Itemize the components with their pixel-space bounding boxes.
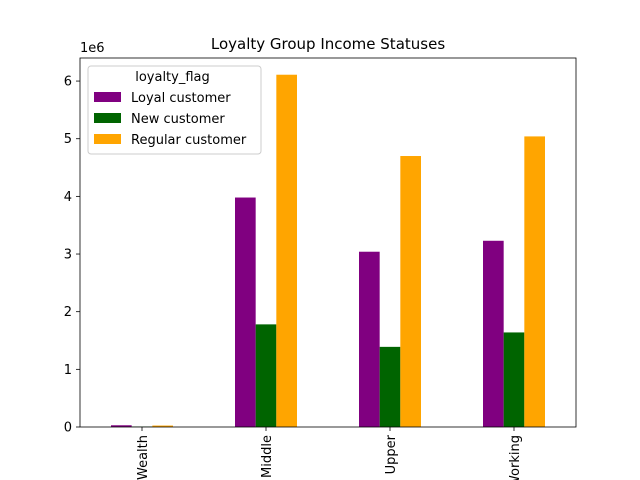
legend-swatch [94,134,121,144]
legend-box [87,65,262,155]
bar-upper-new-customer [379,346,401,427]
x-tick-label: Upper [384,434,399,474]
bar-working-regular-customer [524,136,545,427]
legend: loyalty_flag Loyal customer New customer Re… [87,65,262,155]
y-tick-label: 3 [64,248,72,263]
bar-upper-loyal-customer [359,251,380,427]
y-tick-label: 2 [64,305,72,320]
bar-middle-loyal-customer [235,197,256,427]
x-tick-label: Wealth [136,435,151,480]
y-tick-label: 4 [64,190,72,205]
bar-upper-regular-customer [400,156,421,427]
bar-middle-new-customer [255,324,277,427]
legend-label: Loyal customer [131,91,231,106]
x-tick-label: Working [508,435,523,480]
x-tick-label: Middle [260,435,275,478]
y-tick-label: 6 [64,75,72,90]
legend-title: loyalty_flag [135,70,210,85]
bars-layer [111,74,545,427]
axes-layer: Wealth Middle Upper Working 0 1 2 3 4 5 6 [64,57,577,480]
legend-label: Regular customer [131,133,247,148]
legend-swatch [94,113,121,123]
legend-swatch [94,92,121,102]
bar-wealth-regular-customer [152,425,173,427]
y-tick-label: 0 [64,421,72,436]
y-scale-label: 1e6 [80,41,105,56]
bar-working-new-customer [503,332,525,427]
plot-frame [79,57,577,428]
bar-middle-regular-customer [276,74,297,427]
chart-title: Loyalty Group Income Statuses [211,35,445,53]
y-tick-label: 1 [64,363,72,378]
legend-label: New customer [131,112,225,127]
bar-working-loyal-customer [483,240,504,427]
y-tick-label: 5 [64,132,72,147]
bar-wealth-loyal-customer [111,425,132,427]
